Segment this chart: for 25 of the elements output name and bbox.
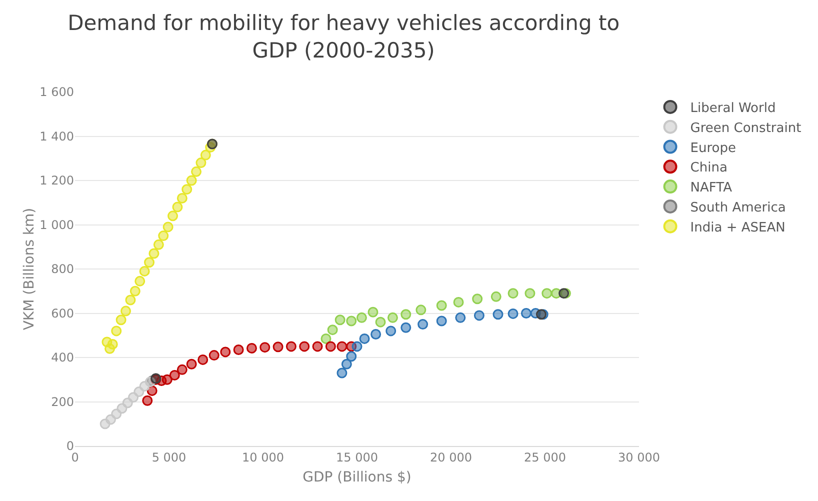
legend-label: NAFTA — [690, 180, 732, 196]
legend-label: Europe — [690, 140, 736, 156]
x-tick-label: 20 000 — [430, 450, 472, 464]
x-axis-title: GDP (Billions $) — [302, 470, 412, 486]
x-tick-label: 15 000 — [336, 450, 378, 464]
y-tick-label: 1 600 — [40, 85, 74, 100]
x-tick-label: 10 000 — [242, 450, 284, 464]
x-tick-label: 5 000 — [152, 450, 186, 464]
legend-label: South America — [690, 200, 786, 216]
y-tick-label: 200 — [51, 394, 74, 409]
x-tick-label: 30 000 — [618, 450, 660, 464]
y-tick-label: 0 — [66, 439, 74, 454]
legend-label: Liberal World — [690, 101, 776, 116]
x-tick-label: 25 000 — [524, 450, 566, 464]
legend-label: India + ASEAN — [690, 220, 786, 236]
y-tick-label: 800 — [51, 262, 74, 276]
legend-label: Green Constraint — [690, 120, 802, 136]
y-tick-label: 1 400 — [40, 129, 74, 144]
y-tick-label: 400 — [51, 350, 74, 365]
chart-title: Demand for mobility for heavy vehicles according to GDP (2000-2035) — [68, 11, 620, 62]
legend-label: China — [690, 160, 728, 176]
y-tick-label: 600 — [51, 306, 74, 320]
y-axis-title: VKM (Billions km) — [22, 208, 38, 330]
y-tick-label: 1 000 — [40, 218, 74, 232]
y-tick-label: 1 200 — [40, 174, 74, 188]
